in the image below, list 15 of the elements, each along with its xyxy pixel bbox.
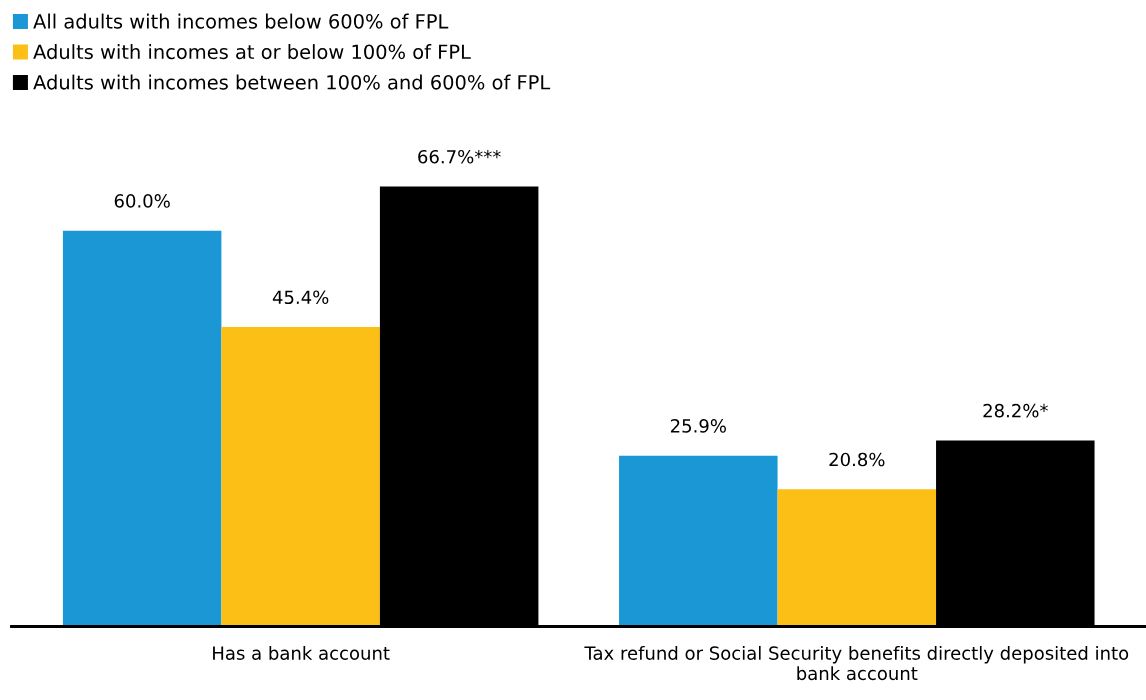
x-tick-label: Tax refund or Social Security benefits directly deposited into bank account <box>584 645 1129 681</box>
data-label: 20.8% <box>829 452 885 467</box>
data-label: 28.2%* <box>983 403 1048 418</box>
x-tick-label: Has a bank account <box>213 645 390 660</box>
data-label: 66.7%*** <box>418 149 501 164</box>
bar <box>62 230 222 627</box>
data-label: 60.0% <box>114 194 170 208</box>
legend-label: All adults with incomes below 600% of FPL <box>33 13 449 29</box>
bar <box>221 327 380 627</box>
bar <box>777 489 937 627</box>
bar <box>619 455 778 627</box>
data-label: 45.4% <box>272 290 329 305</box>
data-label: 25.9% <box>670 419 726 433</box>
legend-label: Adults with incomes between 100% and 600% of FPL <box>33 74 551 90</box>
legend-label: Adults with incomes at or below 100% of FPL <box>33 44 471 60</box>
